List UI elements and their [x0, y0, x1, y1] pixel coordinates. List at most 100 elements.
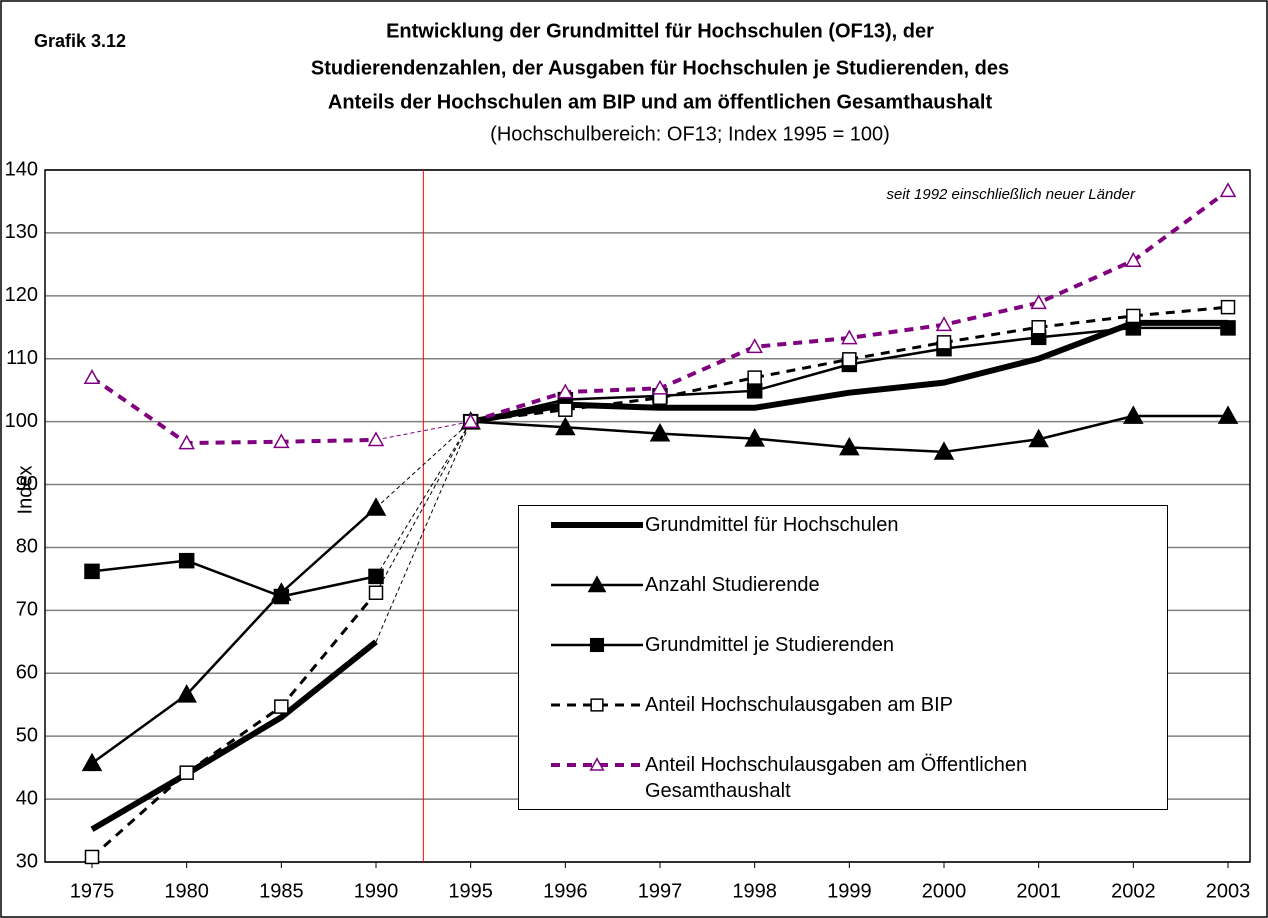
y-tick-label: 110: [6, 347, 38, 369]
x-tick-label: 2001: [1016, 880, 1061, 902]
legend-swatch: [551, 637, 643, 653]
y-tick-label: 120: [5, 284, 38, 306]
break-connector: [375, 421, 472, 509]
break-connector: [375, 421, 472, 643]
x-tick-label: 1999: [827, 880, 872, 902]
x-tick-label: 2000: [922, 880, 967, 902]
break-connector: [375, 421, 472, 593]
marker: [590, 698, 604, 712]
marker: [273, 588, 290, 605]
x-tick-label: 1995: [448, 880, 493, 902]
legend-entry: Grundmittel je Studierenden: [519, 632, 1167, 692]
y-tick-label: 100: [5, 410, 38, 432]
marker: [589, 757, 605, 771]
marker: [587, 575, 607, 593]
marker: [365, 497, 387, 516]
marker: [367, 431, 385, 447]
marker: [557, 383, 574, 399]
annotation: seit 1992 einschließlich neuer Länder: [887, 186, 1136, 203]
series-line: [91, 591, 378, 859]
marker: [176, 684, 197, 703]
marker: [1028, 428, 1049, 448]
marker: [368, 568, 384, 585]
marker: [84, 849, 100, 865]
marker: [589, 637, 605, 653]
legend-entry: Anteil Hochschulausgaben am BIP: [519, 692, 1167, 752]
marker: [839, 436, 860, 456]
marker: [935, 316, 953, 332]
legend-label: Anteil Hochschulausgaben am Öffentlichen…: [645, 754, 1028, 802]
y-tick-label: 130: [5, 221, 38, 243]
marker: [1030, 294, 1047, 310]
marker: [81, 752, 103, 772]
chart-subtitle: (Hochschulbereich: OF13; Index 1995 = 10…: [490, 123, 890, 145]
marker: [273, 433, 290, 449]
marker: [178, 434, 195, 450]
marker: [84, 563, 100, 580]
chart-label: Grafik 3.12: [34, 31, 126, 51]
series-line: [90, 375, 377, 446]
chart-title: Studierendenzahlen, der Ausgaben für Hoc…: [311, 57, 1009, 79]
marker: [1123, 405, 1144, 424]
marker: [746, 338, 763, 354]
break-connector: [375, 421, 471, 441]
legend-label: Anzahl Studierende: [645, 574, 820, 596]
legend-swatch: [551, 575, 643, 593]
marker: [178, 552, 195, 569]
x-tick-label: 1996: [543, 880, 588, 902]
series-line: [91, 559, 377, 598]
chart-title: Entwicklung der Grundmittel für Hochschu…: [386, 20, 934, 42]
break-connector: [375, 421, 472, 577]
marker: [649, 423, 671, 442]
y-tick-label: 60: [16, 662, 38, 684]
marker: [555, 416, 576, 436]
marker: [274, 699, 289, 714]
marker: [462, 413, 479, 428]
marker: [1031, 320, 1046, 335]
legend-label: Anteil Hochschulausgaben am BIP: [645, 694, 953, 716]
marker: [1219, 182, 1237, 198]
series-line: [90, 639, 378, 832]
marker: [179, 765, 194, 780]
legend-swatch: [551, 522, 643, 528]
legend-swatch: [551, 757, 643, 771]
y-tick-label: 40: [16, 787, 38, 809]
series-line: [91, 506, 377, 765]
marker: [651, 379, 669, 395]
x-tick-label: 1980: [164, 880, 209, 902]
marker: [1217, 405, 1239, 424]
y-tick-label: 30: [16, 850, 38, 872]
x-tick-label: 1975: [70, 880, 115, 902]
plot-area: [44, 169, 1251, 863]
x-tick-label: 1990: [354, 880, 399, 902]
x-tick-label: 1998: [732, 880, 777, 902]
marker: [1125, 252, 1142, 267]
marker: [83, 369, 101, 384]
legend-label: Grundmittel je Studierenden: [645, 634, 895, 656]
x-tick-label: 2002: [1111, 880, 1156, 902]
y-tick-label: 70: [16, 599, 38, 621]
marker: [1220, 320, 1236, 336]
legend-entry: Anteil Hochschulausgaben am Öffentlichen…: [519, 752, 1167, 812]
legend-entry: Grundmittel für Hochschulen: [519, 512, 1167, 572]
legend-entry: Anzahl Studierende: [519, 572, 1167, 632]
x-tick-label: 2003: [1206, 880, 1251, 902]
marker: [1220, 299, 1236, 315]
marker: [747, 370, 762, 385]
y-tick-label: 140: [5, 158, 38, 180]
marker: [746, 383, 763, 399]
marker: [933, 441, 955, 460]
marker: [936, 335, 952, 350]
marker: [841, 329, 858, 345]
marker: [368, 585, 384, 600]
y-axis-label: Index: [14, 466, 36, 515]
y-tick-label: 80: [16, 536, 38, 558]
marker: [1126, 308, 1141, 324]
marker: [558, 402, 573, 417]
chart-title: Anteils der Hochschulen am BIP und am öf…: [328, 91, 993, 113]
marker: [744, 428, 765, 447]
x-tick-label: 1985: [259, 880, 304, 902]
legend-swatch: [551, 698, 643, 712]
marker: [842, 352, 857, 367]
